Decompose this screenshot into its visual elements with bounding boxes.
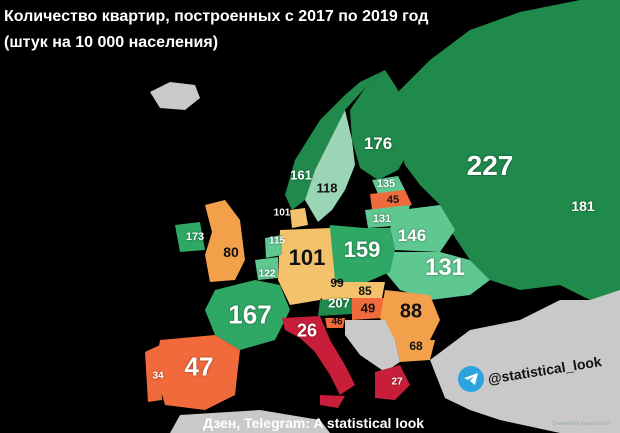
- region-france: [205, 280, 290, 350]
- region-balkans: [345, 320, 400, 372]
- label-russia: 227: [466, 150, 514, 181]
- region-norway: [285, 70, 385, 210]
- label-romania: 88: [399, 300, 423, 323]
- label-czechia: 99: [330, 276, 344, 290]
- region-iceland: [150, 82, 200, 110]
- region-portugal: [145, 345, 162, 402]
- region-slovakia: [352, 282, 385, 298]
- region-belarus: [390, 205, 455, 252]
- region-austria: [318, 298, 355, 316]
- label-ireland: 173: [185, 231, 205, 243]
- region-estonia: [372, 176, 405, 194]
- label-hungary: 49: [360, 300, 376, 316]
- telegram-badge: @statistical_look: [458, 353, 603, 392]
- label-lithuania: 131: [372, 213, 392, 225]
- region-russia: [395, 0, 620, 405]
- label-poland: 159: [343, 237, 381, 262]
- region-czechia: [320, 282, 355, 300]
- source-footer: Дзен, Telegram: A statistical look: [203, 415, 425, 431]
- label-belarus: 146: [397, 226, 427, 245]
- map-title: Количество квартир, построенных с 2017 п…: [4, 8, 429, 25]
- region-latvia: [370, 190, 412, 210]
- region-romania: [380, 290, 440, 340]
- label-italy: 26: [296, 320, 318, 341]
- region-sweden: [305, 110, 355, 222]
- label-russia-urals: 181: [571, 198, 595, 214]
- label-slovakia: 85: [358, 284, 372, 298]
- label-finland: 176: [363, 134, 393, 153]
- region-greece: [375, 365, 410, 400]
- label-norway: 161: [290, 167, 312, 183]
- region-sicily: [320, 395, 345, 408]
- region-slovenia: [325, 318, 345, 328]
- region-denmark: [290, 208, 308, 228]
- label-belgium: 122: [258, 268, 276, 280]
- region-italy: [282, 316, 355, 395]
- label-france: 167: [228, 299, 272, 330]
- region-ukraine: [385, 252, 490, 300]
- label-portugal: 34: [152, 370, 164, 382]
- region-africa: [170, 410, 330, 433]
- telegram-icon: [458, 366, 484, 392]
- region-poland: [325, 225, 395, 285]
- region-hungary: [352, 298, 385, 320]
- region-netherlands: [265, 235, 282, 258]
- label-greece: 27: [391, 376, 403, 388]
- label-austria: 207: [328, 295, 350, 311]
- region-spain: [155, 335, 240, 410]
- region-turkey: [430, 290, 620, 433]
- label-sweden: 118: [316, 180, 338, 196]
- map-subtitle: (штук на 10 000 населения): [4, 34, 219, 51]
- region-belgium: [255, 257, 278, 280]
- label-bulgaria: 68: [409, 339, 423, 353]
- watermark: Created with mapchart.net: [551, 421, 610, 427]
- region-bulgaria: [395, 340, 435, 362]
- region-ireland: [175, 222, 205, 252]
- label-netherlands: 115: [268, 235, 286, 247]
- label-uk: 80: [223, 244, 239, 260]
- label-germany: 101: [288, 245, 326, 270]
- region-finland: [350, 70, 410, 180]
- label-estonia: 135: [376, 178, 396, 190]
- region-uk: [205, 200, 245, 282]
- label-latvia: 45: [386, 194, 400, 206]
- label-spain: 47: [184, 351, 214, 382]
- label-slovenia: 46: [331, 316, 343, 328]
- label-ukraine: 131: [424, 254, 466, 281]
- label-denmark: 101: [273, 207, 291, 219]
